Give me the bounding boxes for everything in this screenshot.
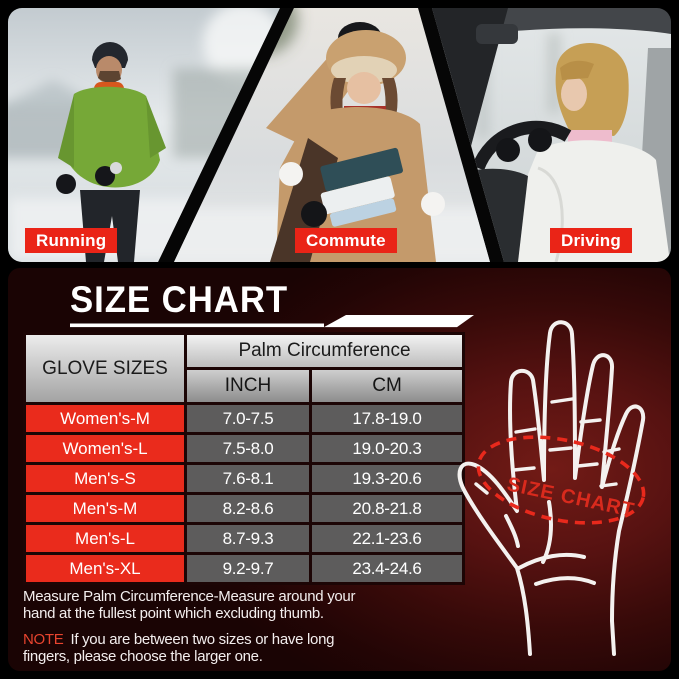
- measure-instruction: Measure Palm Circumference-Measure aroun…: [23, 588, 356, 622]
- corner-header: GLOVE SIZES: [26, 335, 184, 402]
- cm-cell: 23.4-24.6: [312, 555, 462, 582]
- inch-cell: 7.6-8.1: [187, 465, 309, 492]
- table-header-row-1: GLOVE SIZES Palm Circumference: [26, 335, 462, 402]
- table-row: Men's-XL 9.2-9.7 23.4-24.6: [26, 555, 462, 582]
- cm-cell: 19.0-20.3: [312, 435, 462, 462]
- table-header-row-2: INCH CM: [26, 370, 462, 402]
- inch-cell: 8.2-8.6: [187, 495, 309, 522]
- badge-commute: Commute: [295, 228, 397, 253]
- measurement-notes: Measure Palm Circumference-Measure aroun…: [23, 588, 379, 665]
- note-text: If you are between two sizes or have lon…: [23, 631, 335, 665]
- hand-annotation-label: SIZE CHART: [505, 473, 637, 522]
- badge-running: Running: [25, 228, 118, 253]
- cm-cell: 19.3-20.6: [312, 465, 462, 492]
- photo-driving: [432, 8, 671, 262]
- note-label: NOTE: [23, 631, 64, 648]
- table-row: Women's-L 7.5-8.0 19.0-20.3: [26, 435, 462, 462]
- commuter-figure: [266, 22, 445, 262]
- cm-cell: 17.8-19.0: [312, 405, 462, 432]
- note-line: NOTE If you are between two sizes or have…: [23, 631, 379, 665]
- inch-cell: 7.0-7.5: [187, 405, 309, 432]
- title-underline-swoosh: [70, 315, 474, 328]
- group-header: Palm Circumference: [187, 335, 462, 367]
- table-row: Men's-M 8.2-8.6 20.8-21.8: [26, 495, 462, 522]
- hand-measurement-illustration: SIZE CHART: [457, 320, 646, 656]
- runner-figure: [56, 42, 166, 262]
- unit-header-cm: CM: [312, 370, 462, 402]
- table-row: Men's-L 8.7-9.3 22.1-23.6: [26, 525, 462, 552]
- size-cell: Women's-L: [26, 435, 184, 462]
- cm-cell: 22.1-23.6: [312, 525, 462, 552]
- table-row: Men's-S 7.6-8.1 19.3-20.6: [26, 465, 462, 492]
- size-cell: Men's-XL: [26, 555, 184, 582]
- size-chart-section: SIZE CHART GLOVE SIZES Palm Circumferenc…: [8, 268, 671, 671]
- inch-cell: 8.7-9.3: [187, 525, 309, 552]
- size-cell: Women's-M: [26, 405, 184, 432]
- cm-cell: 20.8-21.8: [312, 495, 462, 522]
- unit-header-inch: INCH: [187, 370, 309, 402]
- inch-cell: 9.2-9.7: [187, 555, 309, 582]
- size-cell: Men's-L: [26, 525, 184, 552]
- table-row: Women's-M 7.0-7.5 17.8-19.0: [26, 405, 462, 432]
- size-table: GLOVE SIZES Palm Circumference INCH CM W…: [23, 332, 465, 585]
- usage-photo-strip: Running Commute Driving: [8, 8, 671, 262]
- driving-scene-illustration: [432, 8, 671, 262]
- section-title: SIZE CHART: [70, 279, 289, 320]
- size-cell: Men's-M: [26, 495, 184, 522]
- inch-cell: 7.5-8.0: [187, 435, 309, 462]
- badge-driving: Driving: [550, 228, 632, 253]
- size-cell: Men's-S: [26, 465, 184, 492]
